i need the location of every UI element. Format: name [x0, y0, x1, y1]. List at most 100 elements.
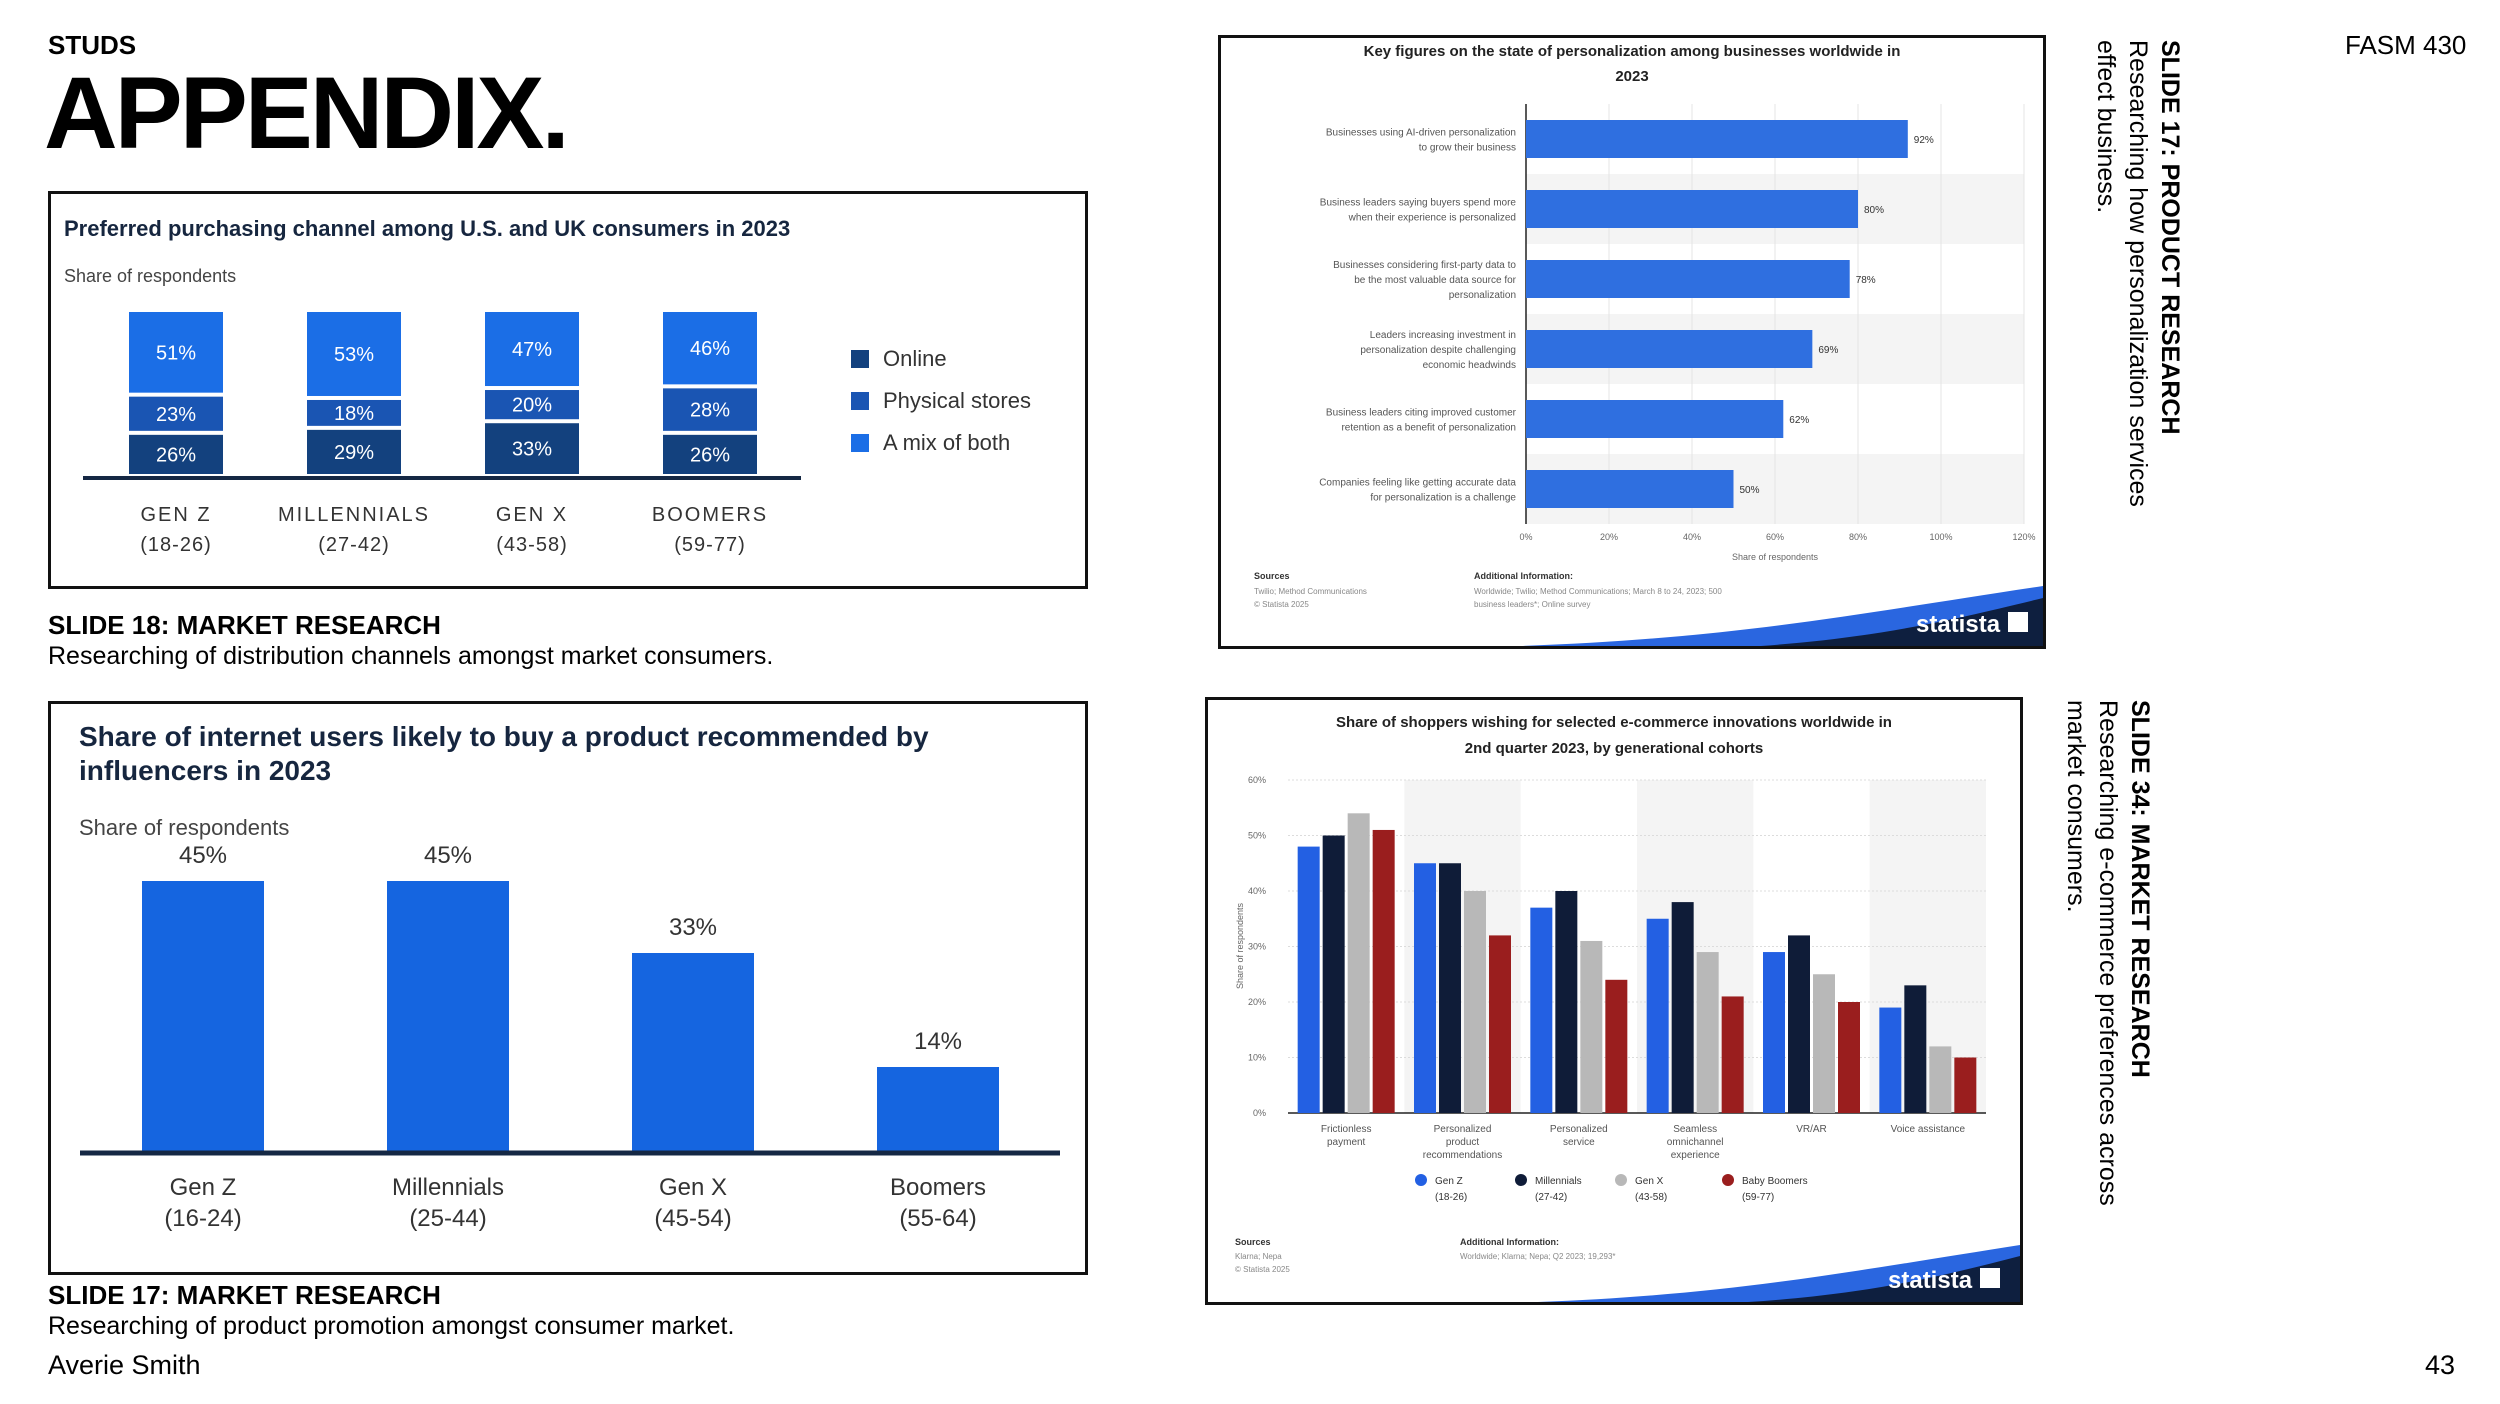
legend-swatch [1722, 1174, 1734, 1186]
category-range: (45-54) [654, 1205, 731, 1232]
bar-baby-boomers [1489, 935, 1511, 1113]
stack-segment-physical-stores [129, 396, 223, 431]
slide-17-product-caption: SLIDE 17: PRODUCT RESEARCH Researching h… [2090, 40, 2186, 520]
category-label: omnichannel [1667, 1137, 1724, 1148]
info-title: Additional Information: [1474, 571, 1573, 581]
author-name: Averie Smith [48, 1350, 201, 1380]
bar [1526, 400, 1784, 438]
chart-title-line: 2023 [1615, 68, 1648, 85]
ecommerce-card: Share of shoppers wishing for selected e… [1205, 697, 2023, 1305]
category-label: Business leaders saying buyers spend mor… [1320, 198, 1517, 209]
chart-subtitle: Share of respondents [79, 815, 289, 840]
page-number: 43 [2425, 1350, 2456, 1380]
bar-value-label: 50% [1740, 485, 1760, 496]
category-label: Businesses using AI-driven personalizati… [1326, 128, 1516, 139]
bar-baby-boomers [1838, 1002, 1860, 1113]
slide-18-description: Researching of distribution channels amo… [48, 642, 774, 670]
bar-millennials [1555, 891, 1578, 1113]
bar-gen-x [1696, 952, 1719, 1113]
bar [1526, 260, 1850, 298]
category-label: Voice assistance [1891, 1124, 1966, 1135]
legend-swatch [851, 434, 869, 452]
category-label: Leaders increasing investment in [1370, 330, 1516, 341]
y-axis-label: Share of respondents [1235, 902, 1245, 989]
category-label: Gen X [659, 1174, 727, 1201]
stack-segment-physical-stores [663, 388, 757, 431]
category-label: BOOMERS [652, 504, 768, 526]
x-tick-label: 120% [2012, 532, 2035, 542]
bar [1526, 470, 1734, 508]
y-tick-label: 0% [1253, 1108, 1266, 1118]
info-text: Worldwide; Klarna; Nepa; Q2 2023; 19,293… [1460, 1252, 1616, 1261]
bar-gen-z [1297, 846, 1320, 1113]
slide-34-description: Researching e-commerce preferences acros… [2062, 700, 2122, 1206]
x-tick-label: 20% [1600, 532, 1618, 542]
y-tick-label: 60% [1248, 775, 1266, 785]
chart-title-line: Share of shoppers wishing for selected e… [1336, 714, 1892, 731]
sources-title: Sources [1254, 571, 1290, 581]
category-label: Seamless [1673, 1124, 1717, 1135]
bar-millennials [1671, 902, 1694, 1113]
category-label: product [1446, 1137, 1480, 1148]
category-label: GEN Z [140, 504, 211, 526]
category-label: experience [1671, 1150, 1720, 1161]
category-label: Personalized [1434, 1124, 1492, 1135]
legend-label: Gen X [1635, 1176, 1664, 1187]
category-label: payment [1327, 1137, 1366, 1148]
category-label: when their experience is personalized [1348, 213, 1516, 224]
category-label: Personalized [1550, 1124, 1608, 1135]
category-label: Frictionless [1321, 1124, 1372, 1135]
category-range: (18-26) [140, 534, 211, 556]
category-label: Boomers [890, 1174, 986, 1201]
bar-gen-x [1580, 940, 1603, 1113]
x-axis-label: Share of respondents [1732, 552, 1819, 562]
slide-17-product-title: SLIDE 17: PRODUCT RESEARCH [2156, 40, 2184, 435]
y-tick-label: 20% [1248, 997, 1266, 1007]
course-code: FASM 430 [2345, 30, 2467, 60]
category-label: VR/AR [1796, 1124, 1827, 1135]
slide-34-caption: SLIDE 34: MARKET RESEARCH Researching e-… [2060, 700, 2156, 1210]
category-range: (55-64) [899, 1205, 976, 1232]
category-label: recommendations [1423, 1150, 1502, 1161]
stack-segment-physical-stores [485, 390, 579, 420]
segment-label: 18% [334, 403, 374, 425]
segment-label: 29% [334, 442, 374, 464]
bar-gen-z [1414, 863, 1436, 1113]
stack-segment-a-mix-of-both [663, 312, 757, 385]
bar-gen-x [1464, 891, 1486, 1113]
legend-swatch [851, 392, 869, 410]
slide-18-title: SLIDE 18: MARKET RESEARCH [48, 610, 441, 640]
bar-millennials [1322, 835, 1345, 1113]
category-range: (25-44) [409, 1205, 486, 1232]
legend-label: Millennials [1535, 1176, 1582, 1187]
legend-label: Baby Boomers [1742, 1176, 1808, 1187]
statista-wave-dark [1748, 1256, 2020, 1302]
bar-value-label: 69% [1818, 345, 1838, 356]
stack-segment-online [129, 434, 223, 474]
category-label: Business leaders citing improved custome… [1326, 408, 1517, 419]
legend-range: (43-58) [1635, 1192, 1667, 1203]
y-tick-label: 50% [1248, 831, 1266, 841]
category-label: economic headwinds [1423, 360, 1516, 371]
purchasing-channel-chart: Preferred purchasing channel among U.S. … [64, 216, 1031, 556]
bar-value-label: 45% [424, 842, 472, 869]
legend-label: Physical stores [883, 388, 1031, 413]
category-label: GEN X [496, 504, 568, 526]
stack-segment-online [663, 434, 757, 474]
bar-gen-x [1813, 974, 1835, 1113]
info-text: business leaders*; Online survey [1474, 600, 1591, 609]
category-label: Companies feeling like getting accurate … [1319, 478, 1516, 489]
bar-baby-boomers [1954, 1057, 1977, 1113]
chart-title-line: 2nd quarter 2023, by generational cohort… [1465, 740, 1763, 757]
legend-range: (59-77) [1742, 1192, 1774, 1203]
bar-gen-z [1646, 918, 1669, 1113]
bar-millennials [1904, 985, 1927, 1113]
legend-swatch [1415, 1174, 1427, 1186]
segment-label: 26% [156, 444, 196, 466]
bar-baby-boomers [1372, 829, 1395, 1113]
legend-label: Gen Z [1435, 1176, 1463, 1187]
bar [1526, 190, 1858, 228]
bar-millennials [1439, 863, 1461, 1113]
statista-logo-text: statista [1916, 611, 2001, 638]
bar-gen-z [1879, 1007, 1902, 1113]
